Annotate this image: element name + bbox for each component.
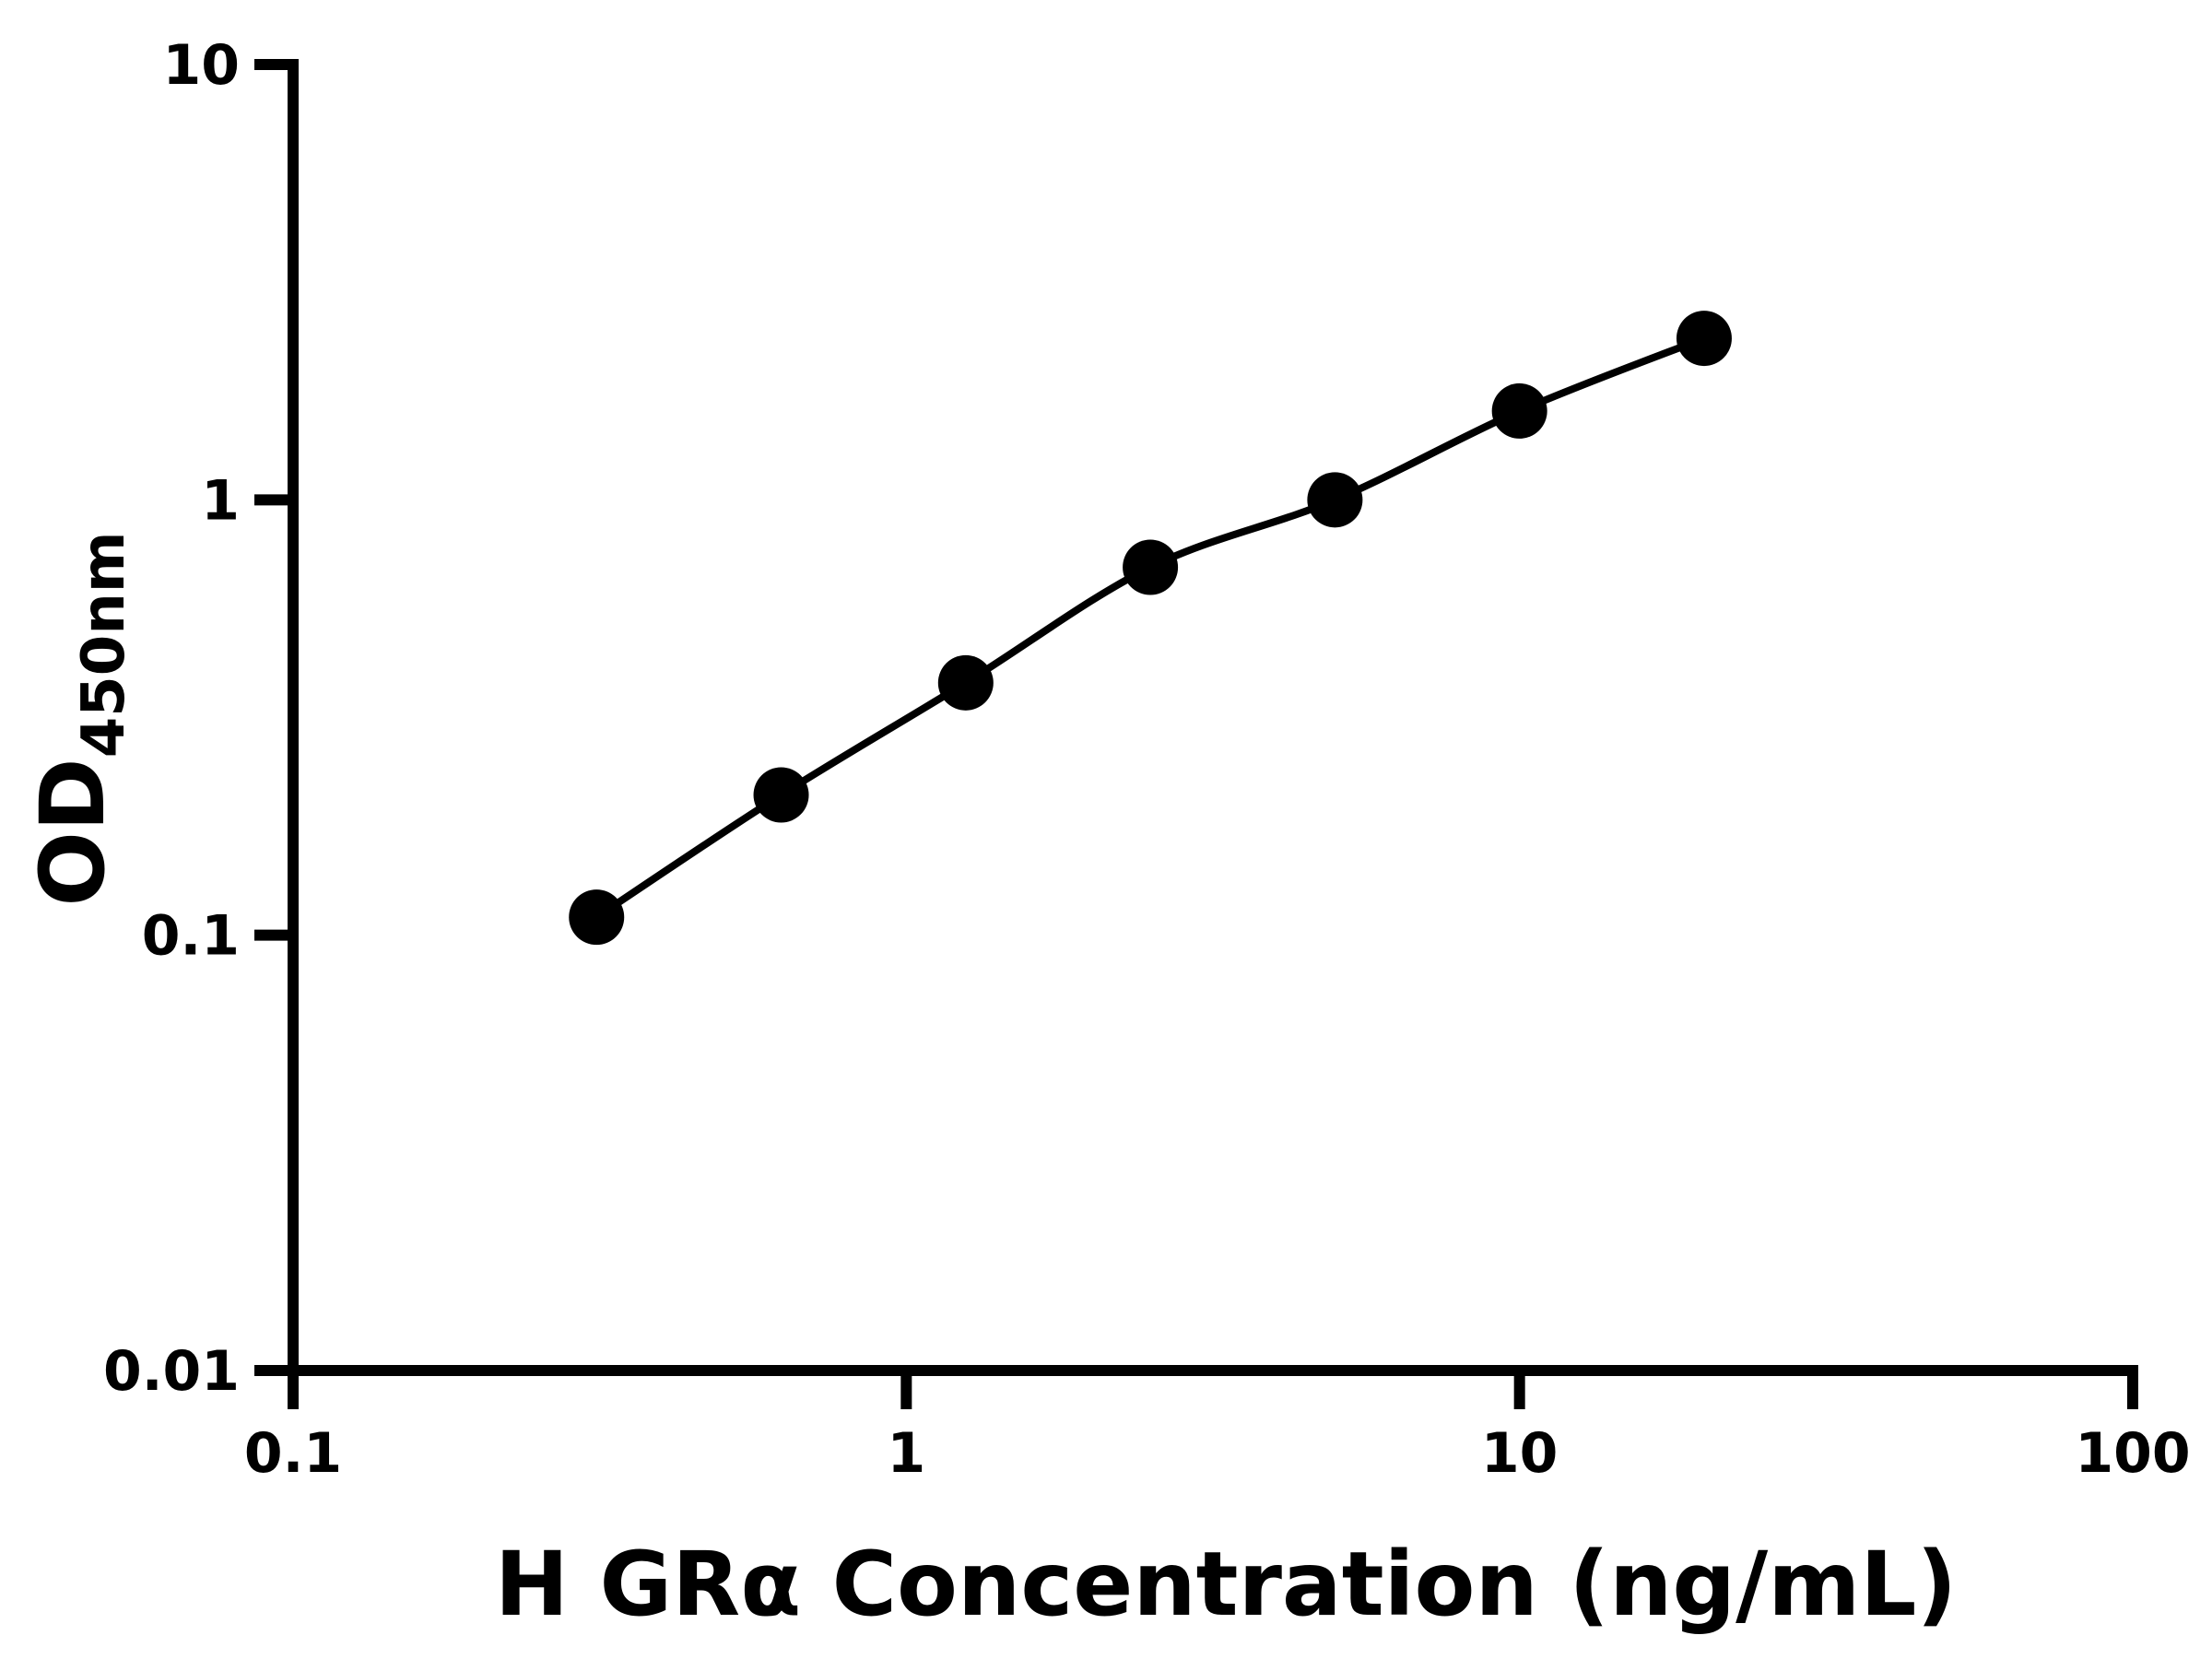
x-tick-label: 1 bbox=[887, 1421, 925, 1486]
data-points bbox=[569, 311, 1732, 946]
x-tick-label: 0.1 bbox=[244, 1421, 342, 1486]
data-point-marker bbox=[753, 767, 809, 823]
x-tick-label: 10 bbox=[1481, 1421, 1559, 1486]
x-tick-label: 100 bbox=[2075, 1421, 2190, 1486]
data-point-marker bbox=[1123, 539, 1179, 595]
axis-spines bbox=[288, 59, 2138, 1376]
y-axis-title-subscript: 450nm bbox=[70, 531, 138, 758]
y-axis-title-main: OD bbox=[21, 758, 124, 906]
data-point-marker bbox=[1307, 472, 1363, 528]
data-point-marker bbox=[937, 654, 994, 711]
tick-marks bbox=[254, 59, 2138, 1409]
data-point-marker bbox=[1491, 382, 1547, 439]
y-tick-label: 0.1 bbox=[142, 904, 240, 969]
y-tick-label: 10 bbox=[163, 33, 241, 98]
x-axis-title: H GRα Concentration (ng/mL) bbox=[495, 1533, 1958, 1636]
y-axis-title: OD450nm bbox=[21, 531, 138, 906]
data-point-marker bbox=[569, 889, 625, 946]
y-tick-label: 1 bbox=[201, 468, 240, 533]
y-tick-label: 0.01 bbox=[103, 1339, 240, 1404]
data-point-marker bbox=[1676, 311, 1732, 367]
